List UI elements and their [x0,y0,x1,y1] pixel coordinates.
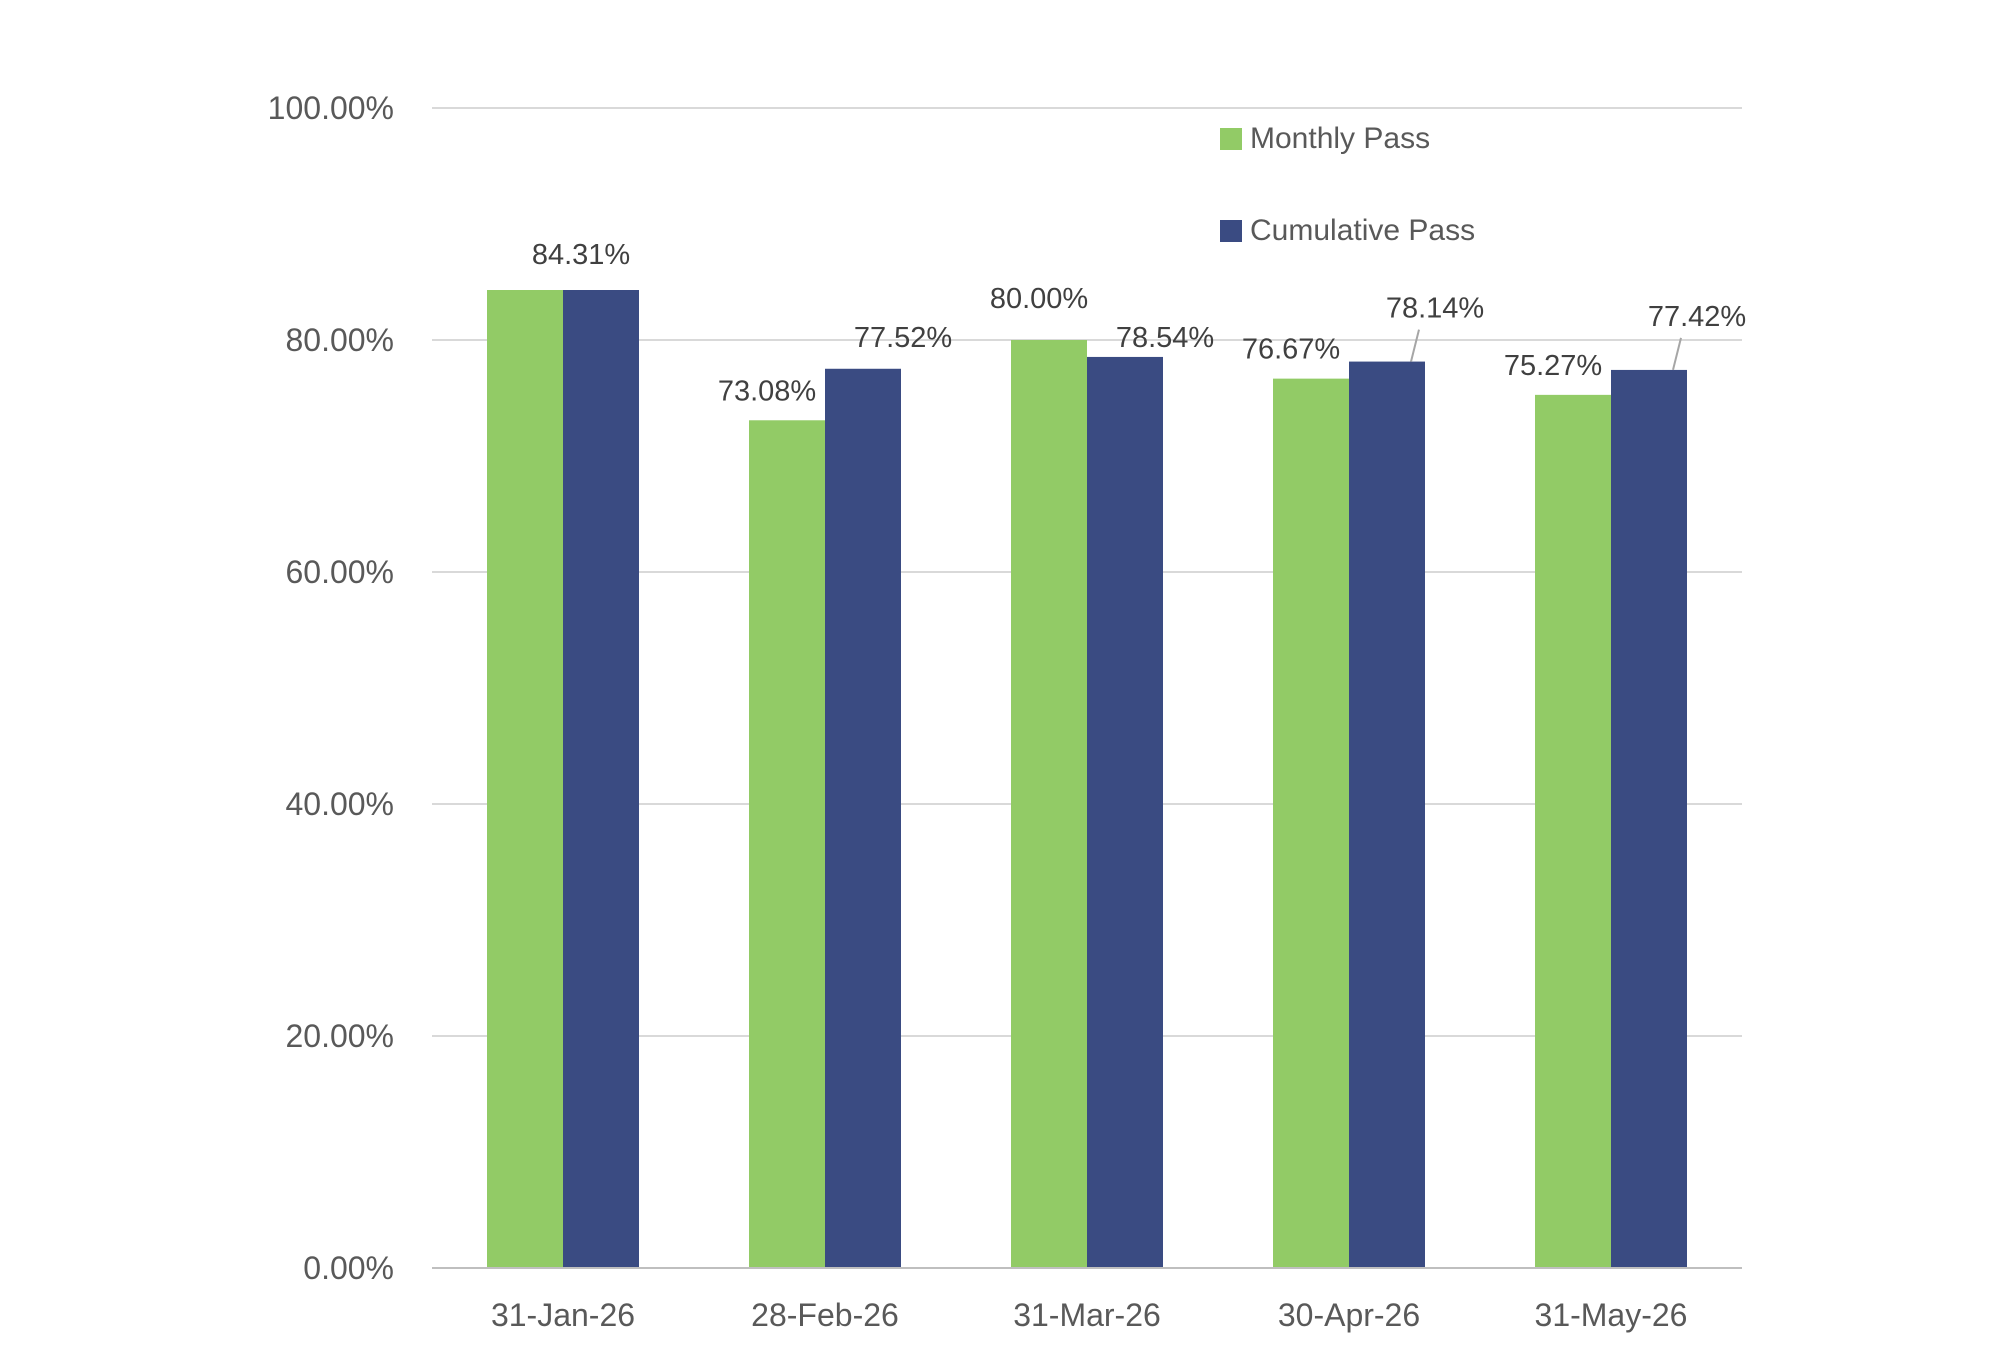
y-tick-label: 80.00% [285,322,394,358]
x-tick-label: 31-Jan-26 [491,1297,635,1333]
y-tick-label: 60.00% [285,554,394,590]
label-leader-line [1672,337,1682,371]
data-label: 73.08% [718,375,816,407]
bar-monthly-pass [1011,340,1087,1268]
data-label: 77.42% [1648,301,1746,333]
x-tick-label: 30-Apr-26 [1278,1297,1420,1333]
axes: 0.00% 20.00% 40.00% 60.00% 80.00% 100.00% 31-J… [268,90,1742,1333]
data-label: 75.27% [1504,350,1602,382]
bar-monthly-pass [1273,378,1349,1268]
data-labels: 84.31% 73.08% 77.52% 80.00% 78.54% 76.67% 78.1… [532,239,1746,407]
data-label: 78.14% [1386,293,1484,325]
data-label: 80.00% [990,283,1088,315]
bar-cumulative-pass [1611,369,1687,1269]
label-leader-line [1410,329,1420,362]
legend-label: Monthly Pass [1250,122,1430,155]
bar-monthly-pass [1535,394,1611,1268]
y-tick-label: 0.00% [303,1250,394,1286]
bar-cumulative-pass [825,368,901,1268]
bars [487,290,1687,1269]
y-tick-label: 100.00% [268,90,394,126]
bar-cumulative-pass [1087,356,1163,1268]
legend-swatch [1220,128,1242,150]
x-tick-label: 31-May-26 [1535,1297,1688,1333]
data-label: 84.31% [532,239,630,271]
data-label: 78.54% [1116,322,1214,354]
bar-cumulative-pass [1349,361,1425,1268]
legend: Monthly Pass Cumulative Pass [1220,122,1475,247]
data-label: 76.67% [1242,334,1340,366]
y-tick-label: 40.00% [285,786,394,822]
bar-monthly-pass [487,290,563,1268]
bar-cumulative-pass [563,290,639,1268]
legend-label: Cumulative Pass [1250,214,1475,247]
y-tick-label: 20.00% [285,1018,394,1054]
x-tick-label: 31-Mar-26 [1013,1297,1161,1333]
data-label: 77.52% [854,322,952,354]
bar-monthly-pass [749,420,825,1269]
x-tick-label: 28-Feb-26 [751,1297,899,1333]
legend-swatch [1220,220,1242,242]
